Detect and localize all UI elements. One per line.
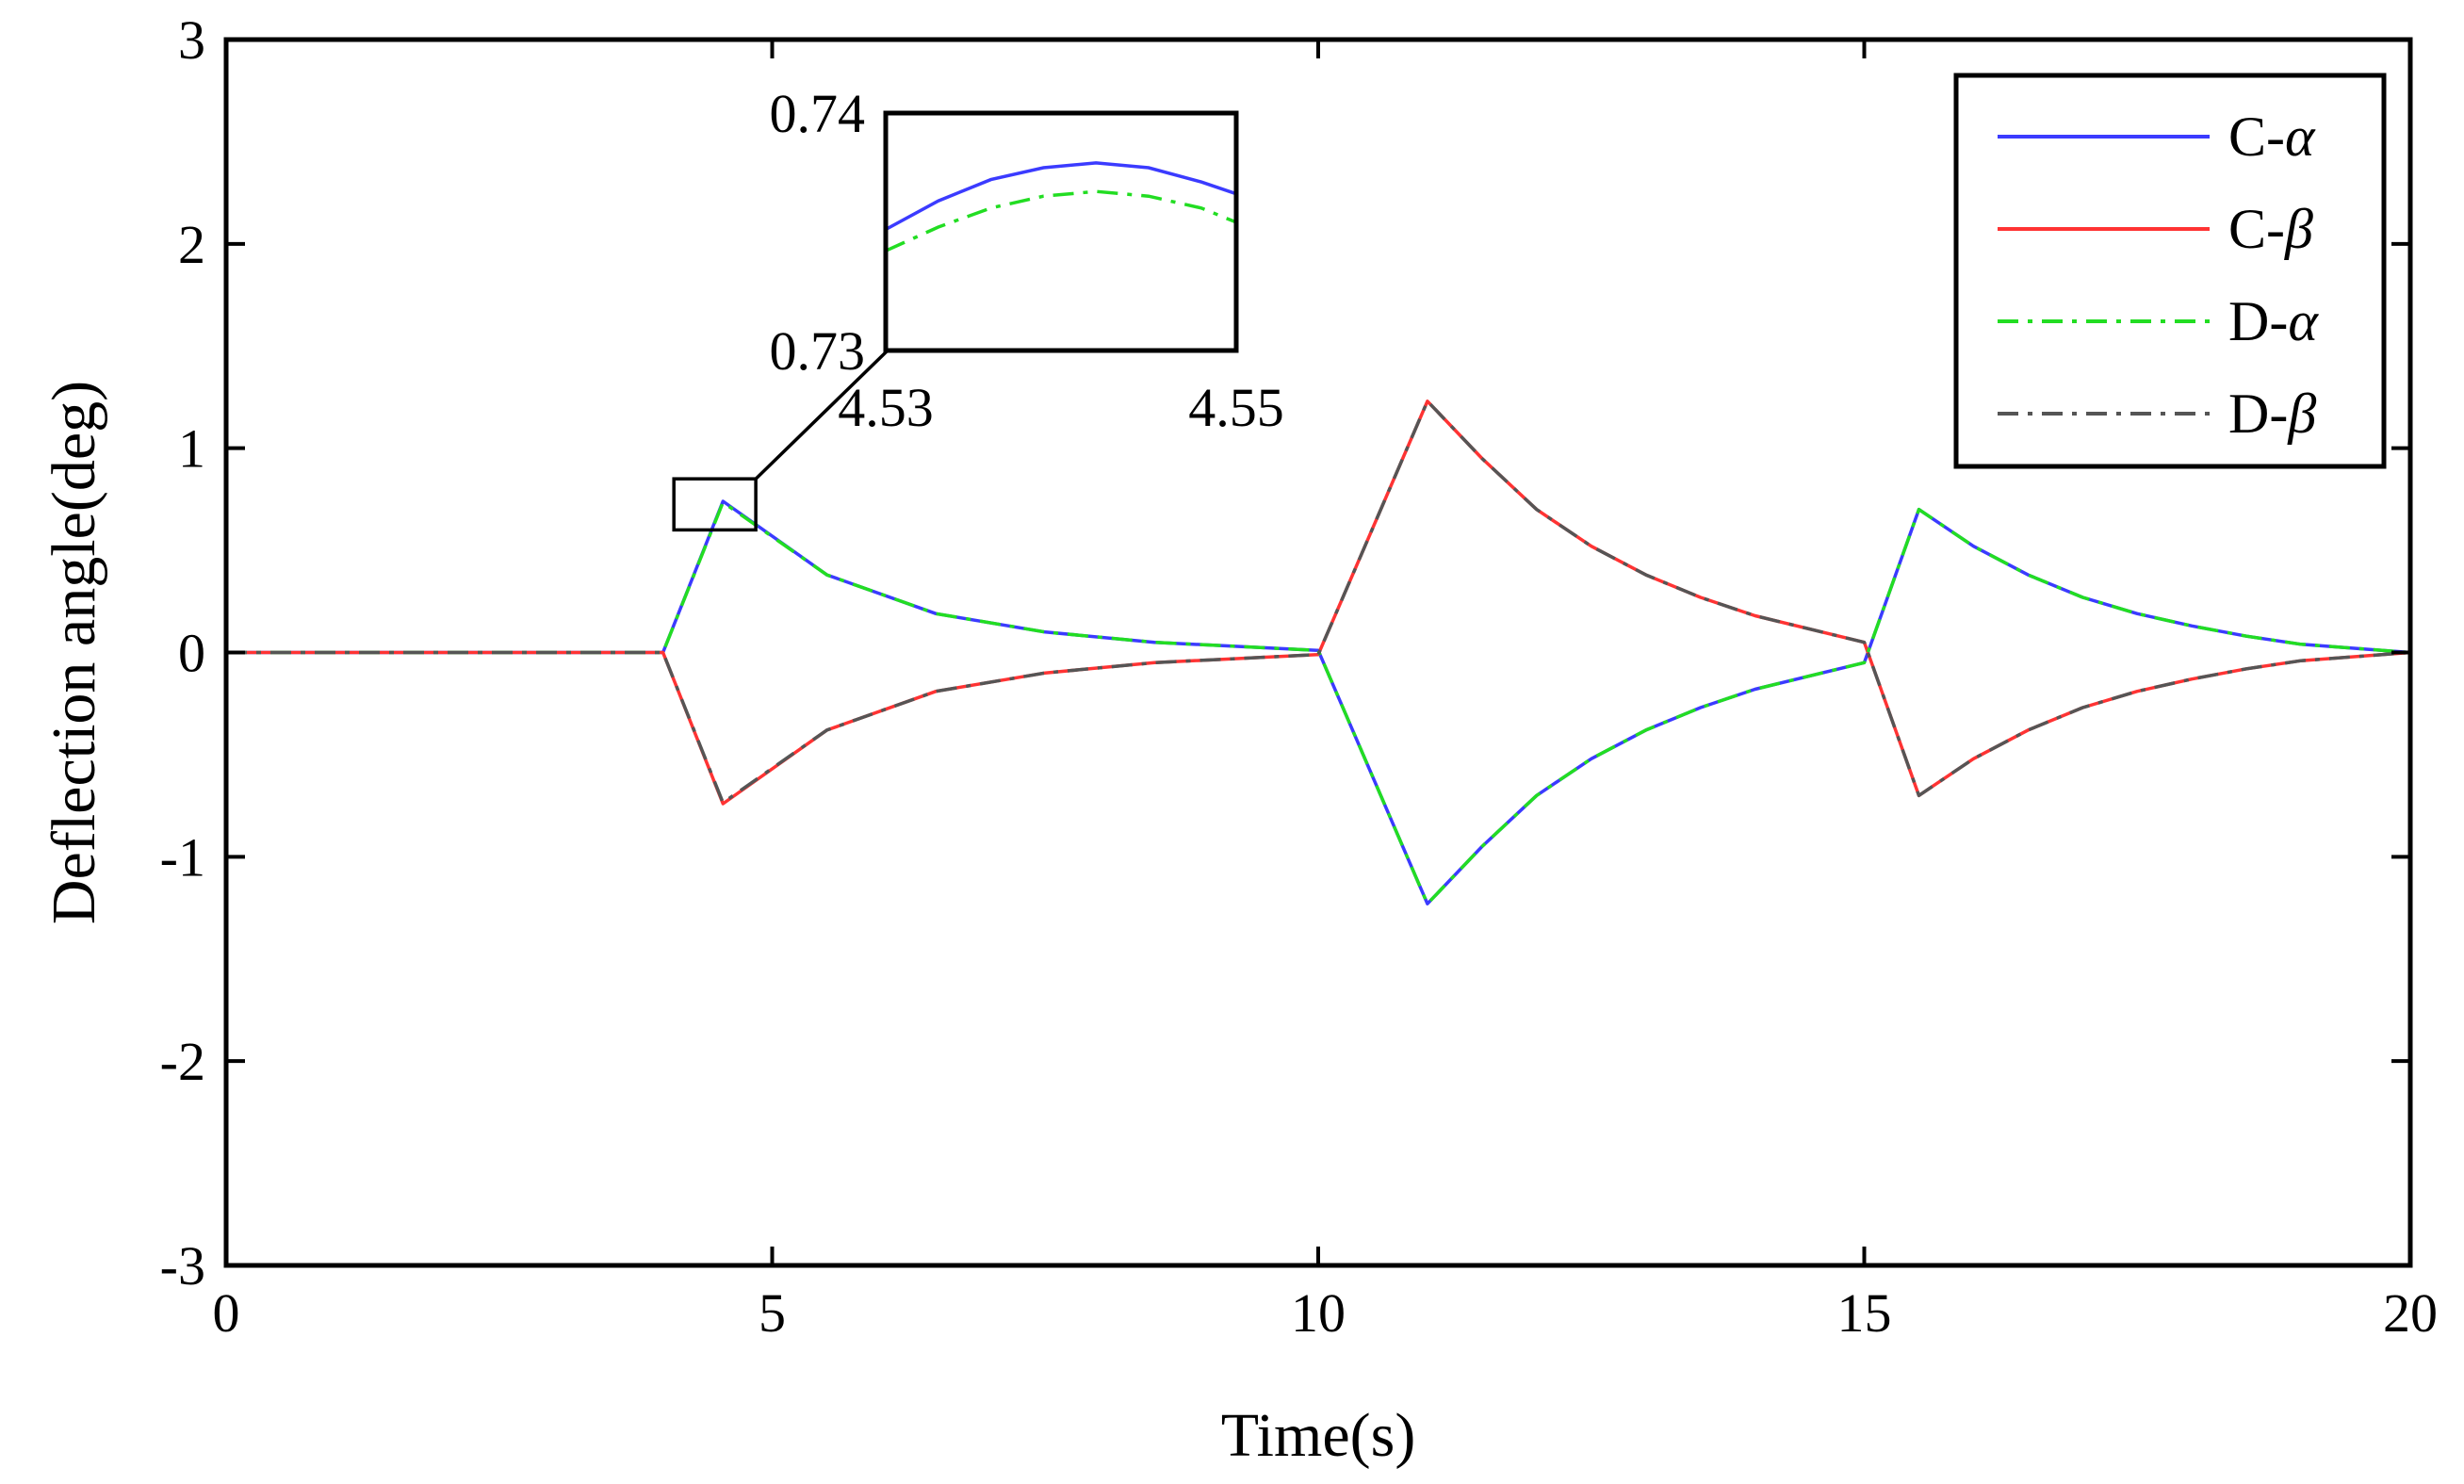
legend-label-prefix: C- [2228, 198, 2285, 260]
legend-label: C-α [2228, 106, 2316, 168]
x-tick-label: 15 [1837, 1282, 1892, 1344]
legend-label-symbol: α [2285, 106, 2316, 168]
series-line-3 [226, 500, 2411, 905]
inset-plot: 0.73 0.74 4.53 4.55 [770, 83, 1284, 438]
zoom-box [672, 477, 758, 532]
x-tick-label: 20 [2383, 1282, 2438, 1344]
inset-series-line-2 [885, 189, 1237, 253]
inset-y-tick-label: 0.74 [770, 83, 866, 144]
x-tick-label: 10 [1291, 1282, 1346, 1344]
x-axis-label: Time(s) [1221, 1401, 1416, 1470]
x-tick-label: 5 [759, 1282, 786, 1344]
legend-label-prefix: C- [2228, 106, 2285, 168]
inset-background [886, 113, 1236, 351]
x-tick-label: 0 [213, 1282, 240, 1344]
legend-label-symbol: β [2287, 383, 2316, 445]
legend-label-prefix: D- [2228, 383, 2288, 445]
inset-x-tick-label: 4.53 [838, 377, 934, 438]
inset-x-tick-label: 4.55 [1188, 377, 1284, 438]
y-tick-label: -1 [160, 826, 205, 888]
y-tick-label: 2 [178, 214, 205, 275]
legend-label: D-β [2228, 383, 2316, 445]
legend: C-αC-βD-αD-β [1953, 73, 2387, 469]
legend-label-symbol: β [2284, 198, 2313, 260]
y-tick-label: 1 [178, 418, 205, 480]
inset-series-line-1 [885, 161, 1237, 232]
legend-label-symbol: α [2288, 290, 2319, 352]
zoom-indicator [672, 349, 889, 532]
y-tick-label: 3 [178, 9, 205, 71]
y-tick-label: -2 [160, 1031, 205, 1092]
series-line-4 [226, 400, 2411, 805]
legend-label: D-α [2228, 290, 2319, 352]
axis-ticks [224, 38, 2412, 1267]
inset-frame [883, 110, 1239, 353]
y-axis-label: Deflection angle(deg) [40, 381, 108, 924]
legend-label-prefix: D- [2228, 290, 2288, 352]
axis-tick-labels: 0 5 10 15 20 -3 -2 -1 0 1 2 3 [160, 9, 2438, 1344]
legend-label: C-β [2228, 198, 2313, 260]
legend-box [1953, 73, 2387, 469]
inset-y-tick-label: 0.73 [770, 320, 866, 382]
y-tick-label: -3 [160, 1235, 205, 1296]
y-tick-label: 0 [178, 623, 205, 684]
zoom-connector [754, 349, 889, 481]
plot-area [226, 400, 2411, 905]
